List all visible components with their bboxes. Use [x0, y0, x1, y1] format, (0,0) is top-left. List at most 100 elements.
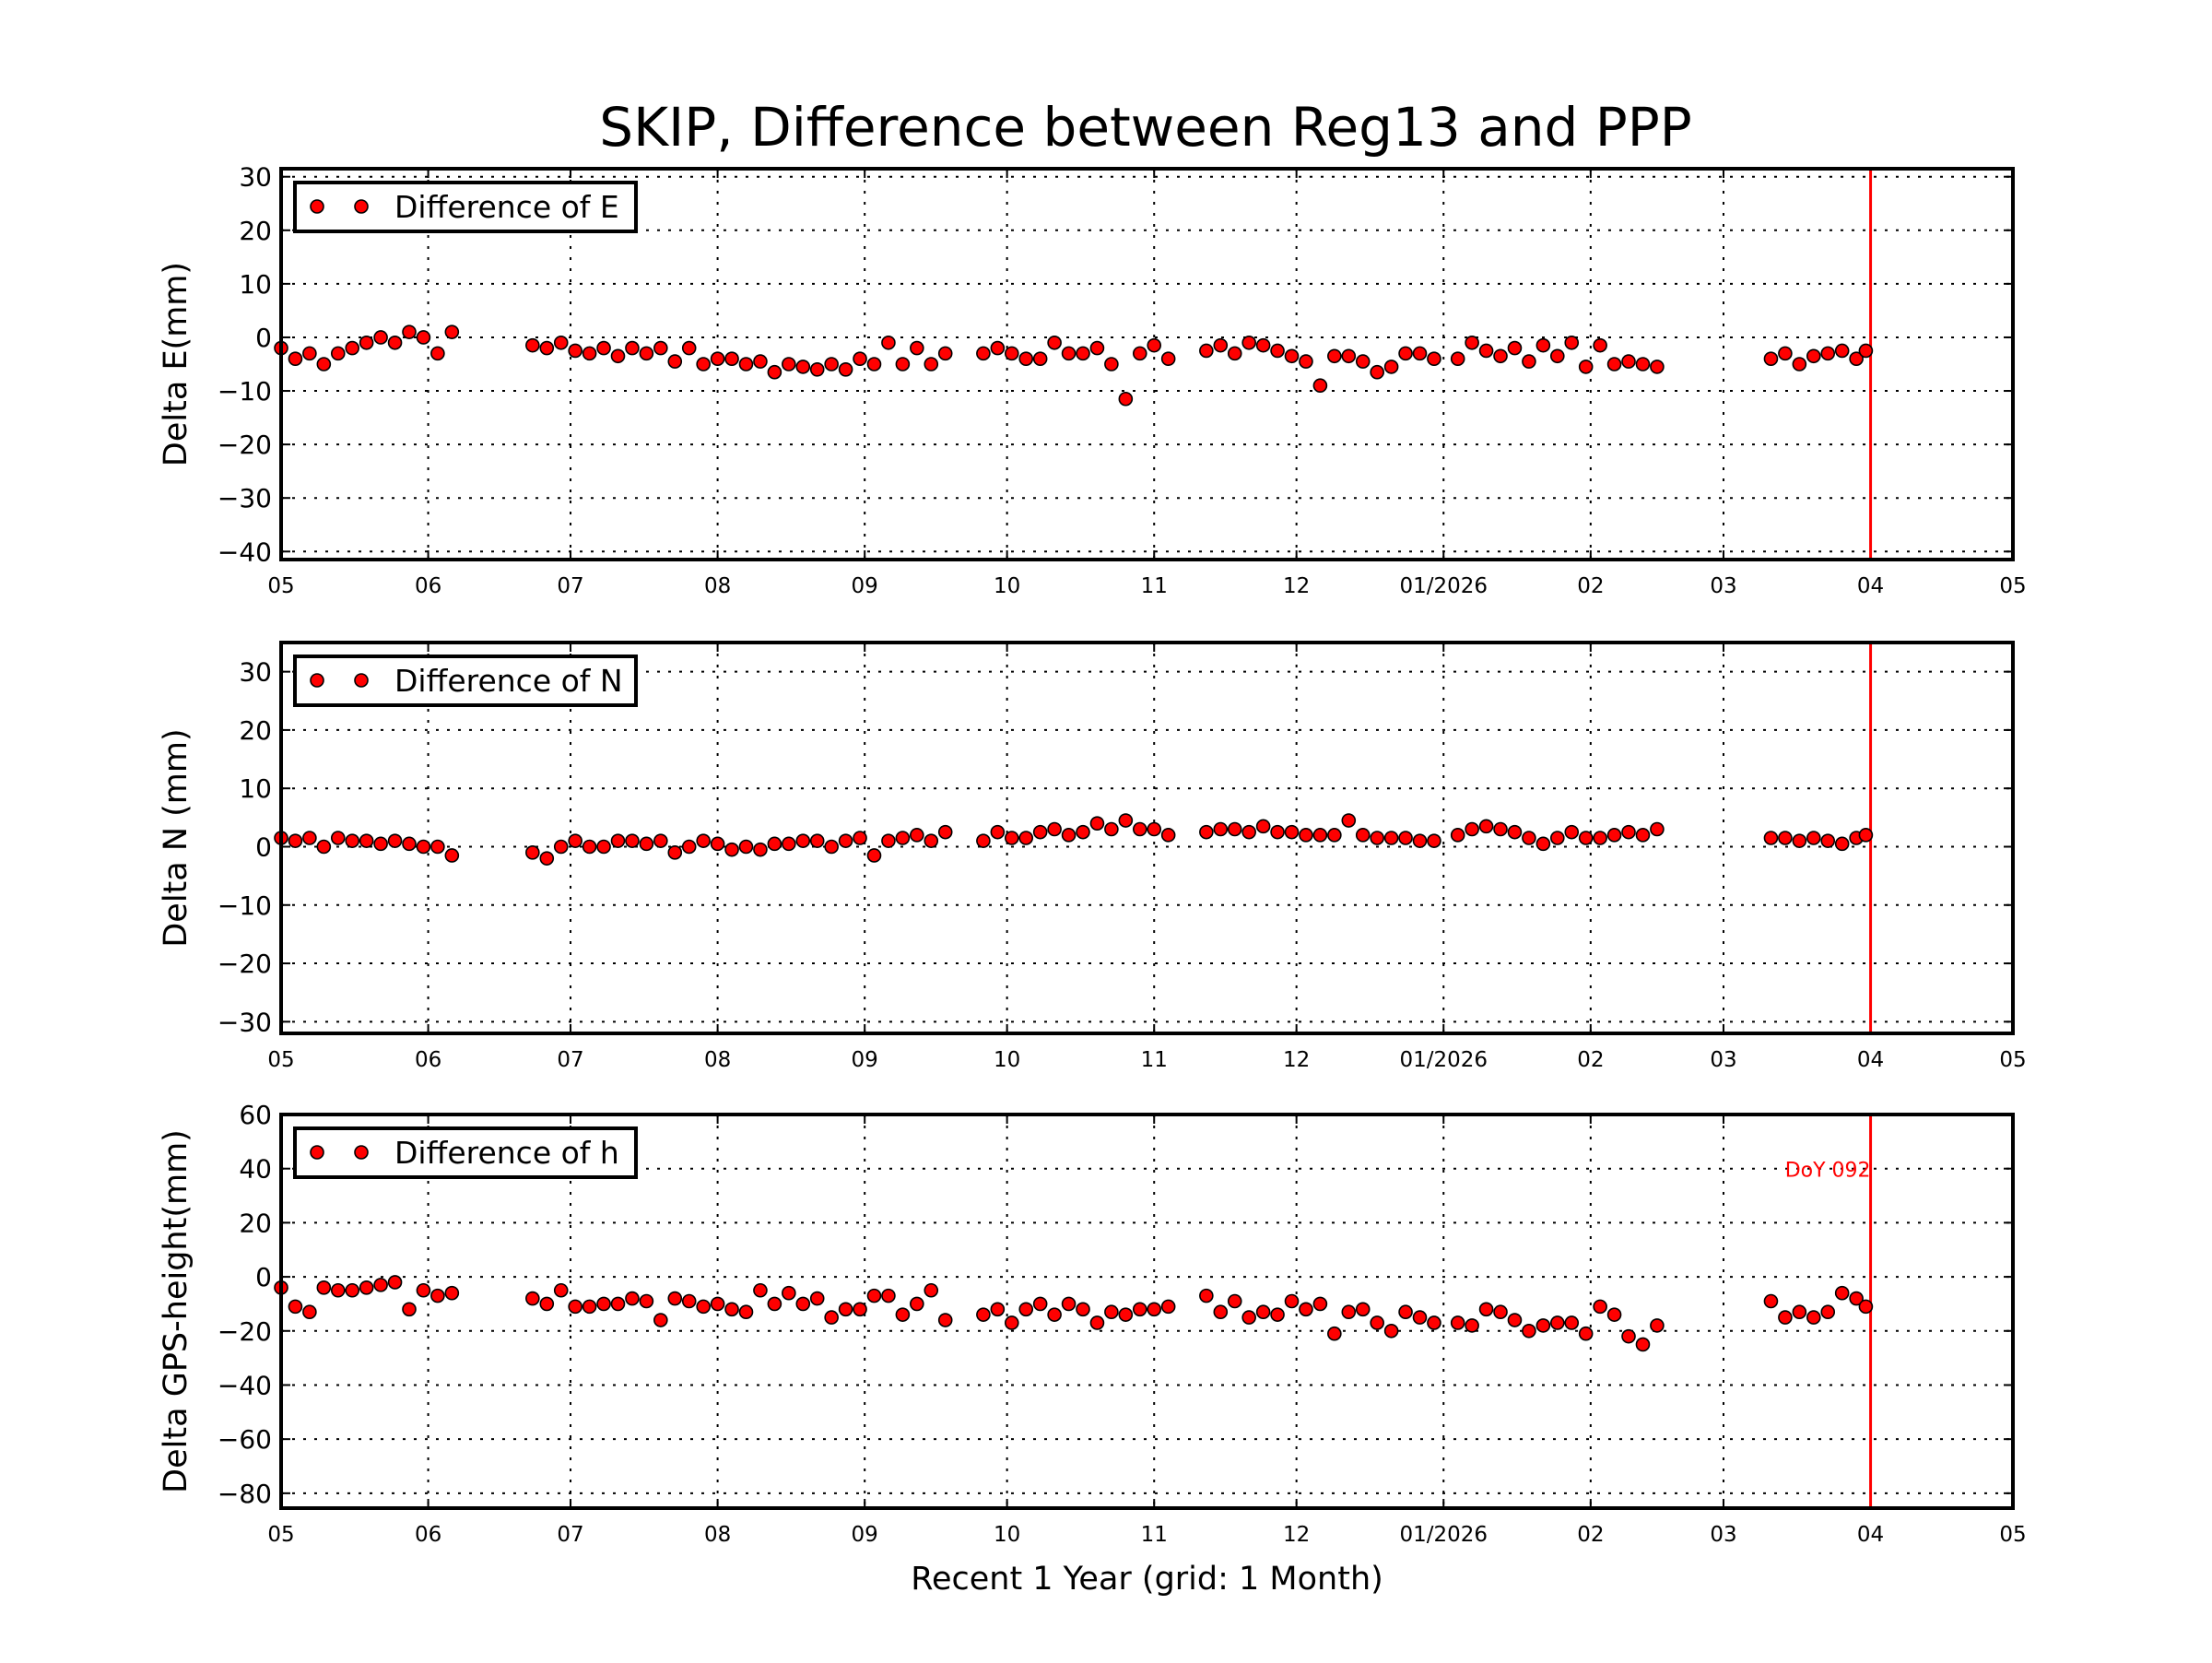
data-point	[1778, 346, 1793, 361]
data-point	[1564, 824, 1580, 840]
data-point	[1047, 1307, 1062, 1322]
x-tick-label: 04	[1857, 1523, 1884, 1547]
data-point	[1355, 1302, 1371, 1317]
data-point	[724, 351, 739, 366]
data-point	[1383, 1323, 1399, 1339]
data-point	[895, 831, 911, 845]
data-point	[976, 1307, 991, 1322]
data-point	[782, 836, 796, 852]
data-point	[1549, 348, 1565, 364]
data-point	[910, 1296, 924, 1312]
data-point	[1578, 831, 1594, 845]
data-point	[1522, 831, 1536, 845]
y-tick-label: 0	[255, 1262, 272, 1292]
data-point	[330, 1282, 346, 1298]
data-point	[288, 1299, 303, 1315]
data-point	[1398, 1304, 1413, 1320]
data-point	[1147, 337, 1162, 353]
data-point	[866, 848, 882, 863]
data-point	[1450, 351, 1465, 366]
data-point	[1104, 821, 1119, 837]
data-point	[809, 1291, 825, 1306]
data-point	[1593, 1299, 1607, 1315]
data-point	[1284, 1293, 1300, 1309]
data-point	[767, 836, 782, 852]
data-point	[345, 833, 360, 848]
data-point	[1493, 821, 1508, 837]
y-axis-label: Delta N (mm)	[158, 728, 194, 947]
data-point	[1032, 1296, 1048, 1312]
x-tick-label: 09	[852, 574, 878, 598]
data-point	[653, 833, 668, 848]
data-point	[1635, 357, 1651, 372]
data-point	[1849, 351, 1864, 366]
data-point	[639, 346, 654, 361]
data-point	[1270, 343, 1285, 359]
data-point	[895, 1307, 911, 1322]
data-point	[1578, 360, 1594, 374]
data-point	[1650, 360, 1665, 374]
data-point	[1621, 1328, 1636, 1344]
data-point	[1778, 831, 1793, 845]
data-point	[1578, 1326, 1594, 1341]
data-point	[1284, 348, 1300, 364]
x-tick-label: 06	[415, 1523, 441, 1547]
data-point	[1312, 1296, 1328, 1312]
data-point	[1820, 346, 1836, 361]
data-point	[1606, 828, 1622, 843]
data-point	[738, 1304, 754, 1320]
data-point	[610, 833, 626, 848]
x-tick-label: 12	[1283, 1523, 1310, 1547]
y-tick-label: −10	[218, 890, 272, 921]
data-point	[1255, 337, 1271, 353]
data-point	[568, 1299, 582, 1315]
x-tick-label: 05	[1999, 1523, 2026, 1547]
data-point	[1032, 824, 1048, 840]
x-tick-label: 03	[1710, 1048, 1736, 1072]
data-point	[990, 340, 1006, 356]
data-point	[430, 1288, 445, 1303]
y-tick-label: −30	[218, 483, 272, 513]
data-point	[1199, 824, 1214, 840]
data-point	[1227, 1293, 1242, 1309]
data-point	[1241, 1310, 1256, 1325]
data-point	[809, 833, 825, 848]
data-point	[753, 1282, 768, 1298]
data-point	[373, 836, 388, 852]
data-point	[1606, 1307, 1622, 1322]
data-point	[667, 354, 683, 369]
data-point	[1650, 821, 1665, 837]
data-point	[1299, 828, 1313, 843]
data-point	[1018, 831, 1034, 845]
data-point	[373, 1278, 388, 1292]
data-point	[1160, 351, 1176, 366]
data-point	[1450, 828, 1465, 843]
data-point	[1061, 346, 1077, 361]
data-point	[1792, 357, 1807, 372]
data-point	[1299, 1302, 1313, 1317]
data-point	[782, 357, 796, 372]
y-tick-label: −10	[218, 376, 272, 407]
data-point	[1507, 340, 1523, 356]
data-point	[1255, 819, 1271, 834]
legend: Difference of h	[293, 1126, 638, 1179]
x-tick-label: 02	[1577, 1048, 1604, 1072]
x-tick-label: 05	[1999, 574, 2026, 598]
data-point	[853, 1302, 867, 1317]
data-point	[1241, 335, 1256, 350]
x-tick-label: 01/2026	[1399, 574, 1488, 598]
data-point	[881, 1288, 896, 1303]
data-point	[1849, 1291, 1864, 1306]
data-point	[937, 346, 953, 361]
data-point	[1160, 828, 1176, 843]
data-point	[1004, 1315, 1019, 1330]
data-point	[568, 833, 582, 848]
data-point	[1047, 821, 1062, 837]
x-tick-label: 02	[1577, 574, 1604, 598]
data-point	[1535, 1318, 1551, 1333]
data-point	[430, 346, 445, 361]
data-point	[1341, 813, 1357, 828]
data-point	[1061, 1296, 1077, 1312]
y-tick-label: 60	[239, 1100, 272, 1130]
